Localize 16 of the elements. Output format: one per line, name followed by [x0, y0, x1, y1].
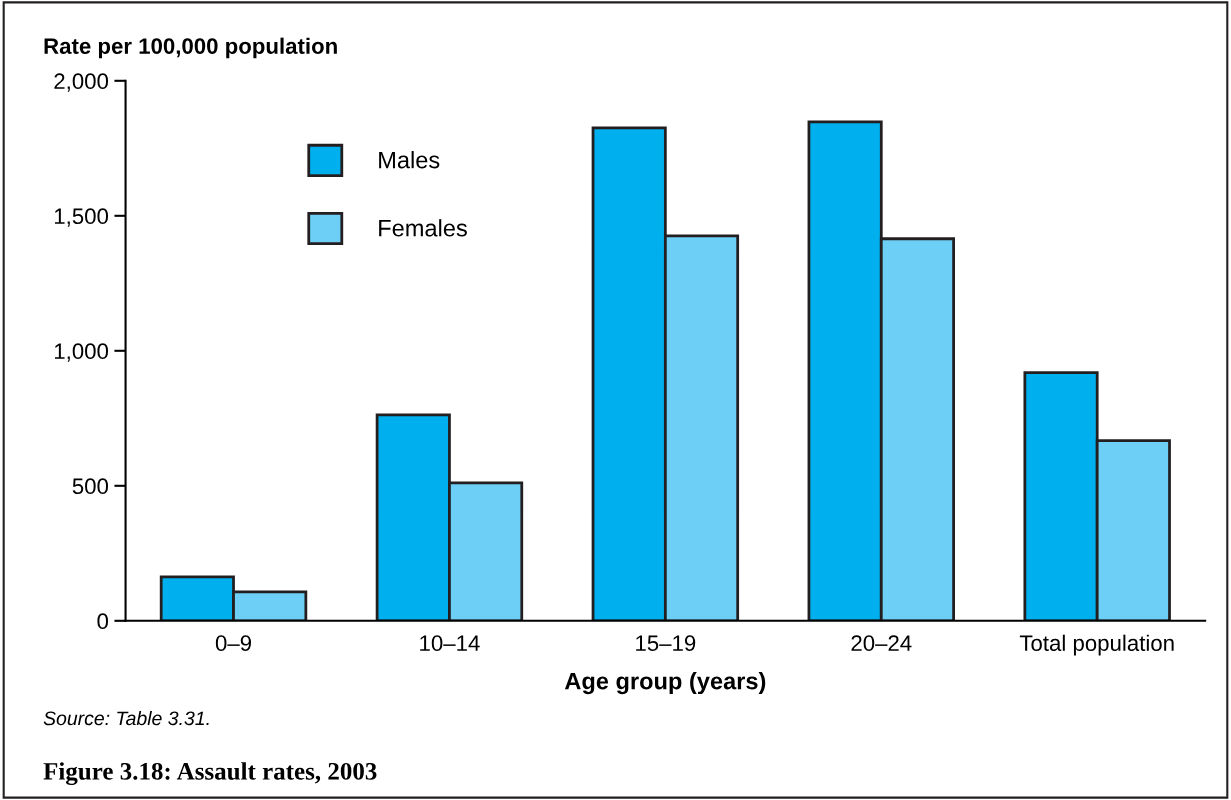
y-tick-label: 2,000 [54, 73, 109, 92]
text: Figure 3.18: Assault rates, 2003 [43, 762, 377, 786]
y-axis-title: Rate per 100,000 population [44, 37, 337, 59]
y-tick-label: 0 [97, 613, 109, 630]
y-tick-label: 1,500 [54, 208, 109, 227]
y-tick-label: 1,000 [54, 343, 109, 362]
x-tick-label: 15–19 [636, 635, 696, 652]
x-tick-label: Total population [1019, 634, 1174, 656]
y-tick-label: 500 [72, 478, 109, 495]
x-tick-label: 10–14 [420, 635, 480, 652]
x-tick-label: 20–24 [851, 635, 912, 652]
legend-label: Females [379, 219, 467, 237]
x-axis-title: Age group (years) [564, 672, 766, 695]
legend-label: Males [379, 151, 440, 169]
x-tick-label: 0–9 [215, 635, 252, 652]
source-note: Source: Table 3.31. [43, 710, 209, 726]
